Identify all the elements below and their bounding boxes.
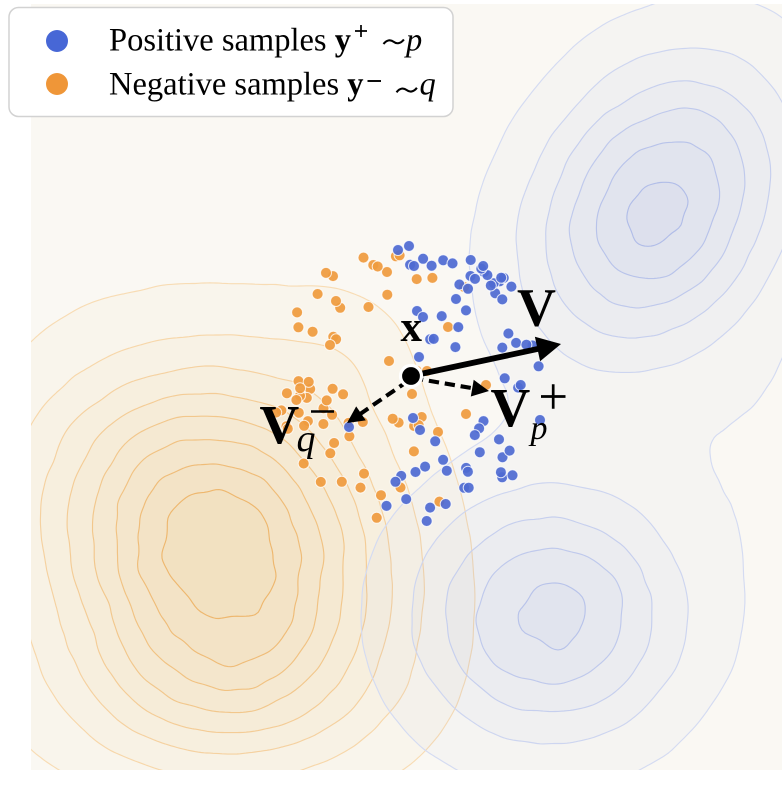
svg-text:Positive samples y: Positive samples y <box>109 23 351 59</box>
svg-text:Negative samples y: Negative samples y <box>109 67 364 103</box>
svg-text:V: V <box>491 377 531 438</box>
svg-text:V: V <box>260 394 300 455</box>
svg-text:q: q <box>297 418 316 460</box>
svg-text:q: q <box>420 67 436 103</box>
svg-text:p: p <box>404 23 422 59</box>
svg-text:V: V <box>517 278 556 338</box>
svg-text:x: x <box>401 304 423 351</box>
svg-text:p: p <box>529 410 548 447</box>
